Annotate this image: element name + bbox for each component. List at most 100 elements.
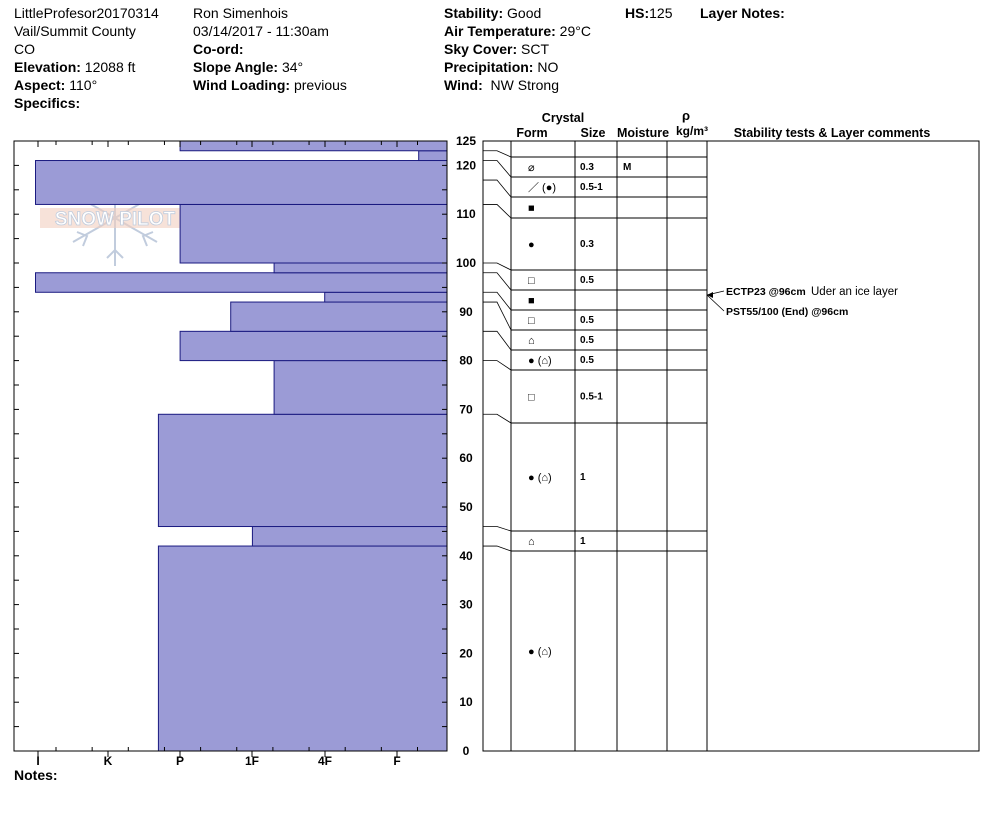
crystal-size: 0.5 [580, 335, 594, 346]
hs-value: 125 [649, 5, 673, 21]
header-density-unit: kg/m³ [676, 124, 708, 138]
hardness-bar [230, 301, 448, 332]
crystal-form: ⌂ [528, 335, 535, 347]
depth-connector [483, 204, 512, 219]
header-form: Form [516, 126, 547, 140]
stability-label: Stability: [444, 5, 504, 21]
crystal-size: 1 [580, 472, 586, 483]
test-pointer [706, 294, 725, 312]
hardness-bar [35, 160, 448, 205]
hardness-bar [179, 330, 448, 362]
test-result: PST55/100 (End) @96cm [726, 306, 848, 318]
chart-frame [13, 140, 448, 752]
precipitation: Precipitation: NO [444, 58, 591, 76]
sky-value: SCT [521, 41, 550, 57]
depth-connector [483, 301, 512, 331]
header-crystal: Crystal [542, 111, 584, 125]
depth-axis: 0 10 20 30 40 50 60 70 80 90 100 110 120 125 [14, 134, 476, 758]
hardness-bar [273, 360, 448, 415]
header-col2: Ron Simenhois 03/14/2017 - 11:30am Co-or… [193, 4, 347, 94]
y-tick-label: 90 [459, 305, 473, 319]
specifics: Specifics: [14, 94, 159, 112]
header-size: Size [580, 126, 605, 140]
notes: Notes: [14, 766, 58, 784]
crystal-size: 0.5-1 [580, 392, 603, 403]
wind-loading: Wind Loading: previous [193, 76, 347, 94]
test-arrowhead [707, 292, 713, 298]
depth-connector [483, 545, 512, 552]
crystal-form: ／ (●) [528, 181, 556, 194]
sky-label: Sky Cover: [444, 41, 518, 57]
state: CO [14, 41, 35, 57]
y-tick-label: 30 [459, 598, 473, 612]
y-tick-label: 80 [459, 354, 473, 368]
depth-connector [483, 413, 512, 424]
moisture-value: M [623, 162, 631, 173]
specifics-label: Specifics: [14, 95, 81, 111]
x-tick-label: 1F [245, 754, 259, 768]
site-name: LittleProfesor20170314 [14, 5, 159, 21]
crystal-size: 1 [580, 536, 586, 547]
depth-connector [483, 262, 512, 271]
test-comment: Uder an ice layer [811, 286, 898, 298]
header-col1: LittleProfesor20170314 Vail/Summit Count… [14, 4, 159, 112]
elevation: Elevation: 12088 ft [14, 58, 159, 76]
y-tick-label: 10 [459, 695, 473, 709]
wind: Wind: NW Strong [444, 76, 591, 94]
test-result: ECTP23 @96cm [726, 286, 806, 298]
wind-loading-value: previous [293, 77, 347, 93]
crystal-size: 0.5 [580, 355, 594, 366]
header-comments: Stability tests & Layer comments [734, 126, 931, 140]
crystal-size: 0.5-1 [580, 182, 603, 193]
depth-connector [483, 160, 512, 178]
y-tick-label: 100 [456, 256, 476, 270]
crystal-size: 0.5 [580, 275, 594, 286]
hardness-bar [273, 262, 448, 274]
depth-connector [483, 179, 512, 198]
depth-connector [483, 150, 512, 158]
aspect: Aspect: 110° [14, 76, 159, 94]
crystal-form: ● (⌂) [528, 355, 552, 367]
hardness-bars [35, 140, 448, 752]
crystal-form: ● [528, 239, 535, 251]
aspect-label: Aspect: [14, 77, 66, 93]
y-tick-label: 20 [459, 646, 473, 660]
layer-table: ⌀ 0.3 M ／ (●) 0.5-1 ■ ● 0.3 □ 0.5 ■ □ 0.5 ⌂ 0.5 ● (⌂) 0.… [482, 140, 980, 752]
layer-notes: Layer Notes: [700, 4, 785, 22]
stability-value: Good [507, 5, 542, 21]
chart-border [13, 140, 448, 752]
snowpilot-watermark: SNOW PILOT [40, 170, 192, 266]
depth-connector [483, 272, 512, 291]
aspect-value: 110° [69, 77, 98, 93]
crystal-size: 0.3 [580, 239, 594, 250]
notes-label: Notes: [14, 767, 58, 783]
crystal-form: ⌀ [528, 162, 535, 174]
hs-label: HS: [625, 5, 650, 21]
hardness-bar [157, 545, 448, 752]
hardness-bar [179, 140, 448, 152]
coord-label: Co-ord: [193, 41, 244, 57]
slope-value: 34° [281, 59, 304, 75]
hardness-axis: I K P 1F 4F F [36, 141, 418, 768]
x-tick-label: K [104, 754, 113, 768]
watermark-text: SNOW PILOT [55, 209, 176, 230]
air-temp: Air Temperature: 29°C [444, 22, 591, 40]
header-moisture: Moisture [617, 126, 669, 140]
crystal-form: □ [528, 392, 535, 404]
layer-notes-label: Layer Notes: [700, 5, 785, 21]
depth-connector [483, 291, 512, 311]
y-tick-label: 125 [456, 134, 476, 148]
hardness-bar [157, 413, 448, 528]
sky-cover: Sky Cover: SCT [444, 40, 591, 58]
stability-tests: ECTP23 @96cm Uder an ice layer PST55/100 (… [706, 286, 898, 318]
x-tick-label: F [393, 754, 400, 768]
depth-connector [483, 526, 512, 532]
crystal-form: □ [528, 275, 535, 287]
observer: Ron Simenhois [193, 5, 288, 21]
hardness-bar [251, 526, 448, 547]
y-tick-label: 60 [459, 451, 473, 465]
depth-connector [483, 360, 512, 371]
coord: Co-ord: [193, 40, 347, 58]
hardness-bar [324, 291, 448, 303]
